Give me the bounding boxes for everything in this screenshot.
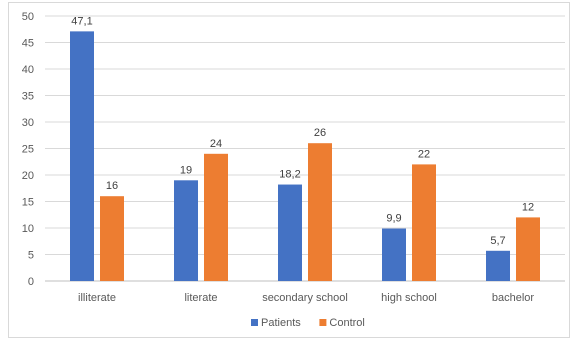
data-label: 18,2 xyxy=(279,169,300,181)
x-tick-label: bachelor xyxy=(492,292,535,304)
y-tick-label: 45 xyxy=(22,38,34,50)
legend-label: Patients xyxy=(261,317,301,329)
bar-patients xyxy=(174,180,198,281)
bar-patients xyxy=(278,184,302,281)
bars xyxy=(70,31,540,282)
legend-label: Control xyxy=(329,317,364,329)
y-tick-label: 20 xyxy=(22,170,34,182)
data-labels: 47,1 16 19 24 18,2 26 9,9 22 5,7 12 xyxy=(71,15,534,246)
bar-control xyxy=(100,196,124,281)
legend: Patients Control xyxy=(251,317,365,329)
gridlines xyxy=(45,15,565,282)
x-axis-ticks: illiterate literate secondary school high s… xyxy=(78,292,534,304)
y-tick-label: 30 xyxy=(22,117,34,129)
data-label: 24 xyxy=(210,138,222,150)
data-label: 26 xyxy=(314,127,326,139)
data-label: 19 xyxy=(180,164,192,176)
y-tick-label: 50 xyxy=(22,11,34,23)
bar-patients xyxy=(486,250,510,281)
x-tick-label: literate xyxy=(184,292,217,304)
y-axis-ticks: 0 5 10 15 20 25 30 35 40 45 50 xyxy=(22,11,34,288)
bar-control xyxy=(412,164,436,281)
bar-control xyxy=(308,143,332,281)
legend-swatch xyxy=(319,319,327,326)
data-label: 16 xyxy=(106,180,118,192)
bar-control xyxy=(516,217,540,281)
y-tick-label: 10 xyxy=(22,223,34,235)
data-label: 5,7 xyxy=(490,235,505,247)
y-tick-label: 15 xyxy=(22,197,34,209)
y-tick-label: 35 xyxy=(22,91,34,103)
y-tick-label: 25 xyxy=(22,144,34,156)
bar-patients xyxy=(382,228,406,281)
y-tick-label: 0 xyxy=(28,276,34,288)
data-label: 47,1 xyxy=(71,15,92,27)
y-tick-label: 5 xyxy=(28,250,34,262)
bar-patients xyxy=(70,31,94,282)
legend-swatch xyxy=(251,319,258,326)
chart-frame xyxy=(8,2,570,338)
y-tick-label: 40 xyxy=(22,64,34,76)
data-label: 22 xyxy=(418,148,430,160)
x-tick-label: secondary school xyxy=(262,292,348,304)
data-label: 9,9 xyxy=(386,213,401,225)
x-tick-label: high school xyxy=(381,292,437,304)
data-label: 12 xyxy=(522,201,534,213)
bar-control xyxy=(204,153,228,281)
x-tick-label: illiterate xyxy=(78,292,116,304)
